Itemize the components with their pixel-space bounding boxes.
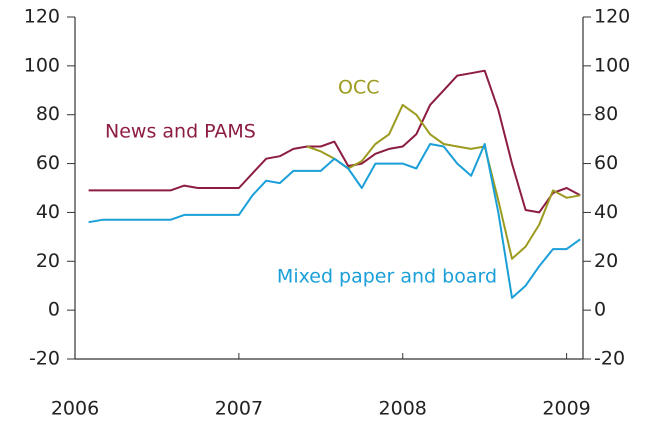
y-tick-label: 60 [36,152,60,174]
series-line [88,69,581,214]
series-line [306,103,581,260]
y-tick-label: 80 [36,103,60,125]
y2-tick-label: 40 [594,201,618,223]
y-tick-label: -20 [29,348,60,370]
y2-tick-label: -20 [594,348,625,370]
y-tick-label: 0 [48,299,60,321]
series-label: News and PAMS [105,121,256,143]
series-label: Mixed paper and board [277,266,497,288]
y-tick-label: 40 [36,201,60,223]
y-tick-label: 100 [24,54,60,76]
y2-tick-label: 20 [594,250,618,272]
series-line [88,143,581,299]
x-tick-label: 2009 [542,398,590,420]
x-tick-label: 2008 [379,398,427,420]
y2-tick-label: 0 [594,299,606,321]
series-label: OCC [338,77,380,99]
y-tick-label: 120 [24,6,60,28]
y-tick-label: 20 [36,250,60,272]
y2-tick-label: 80 [594,103,618,125]
y2-tick-label: 120 [594,6,630,28]
x-tick-label: 2006 [51,398,99,420]
y2-tick-label: 100 [594,54,630,76]
y2-tick-label: 60 [594,152,618,174]
x-tick-label: 2007 [215,398,263,420]
